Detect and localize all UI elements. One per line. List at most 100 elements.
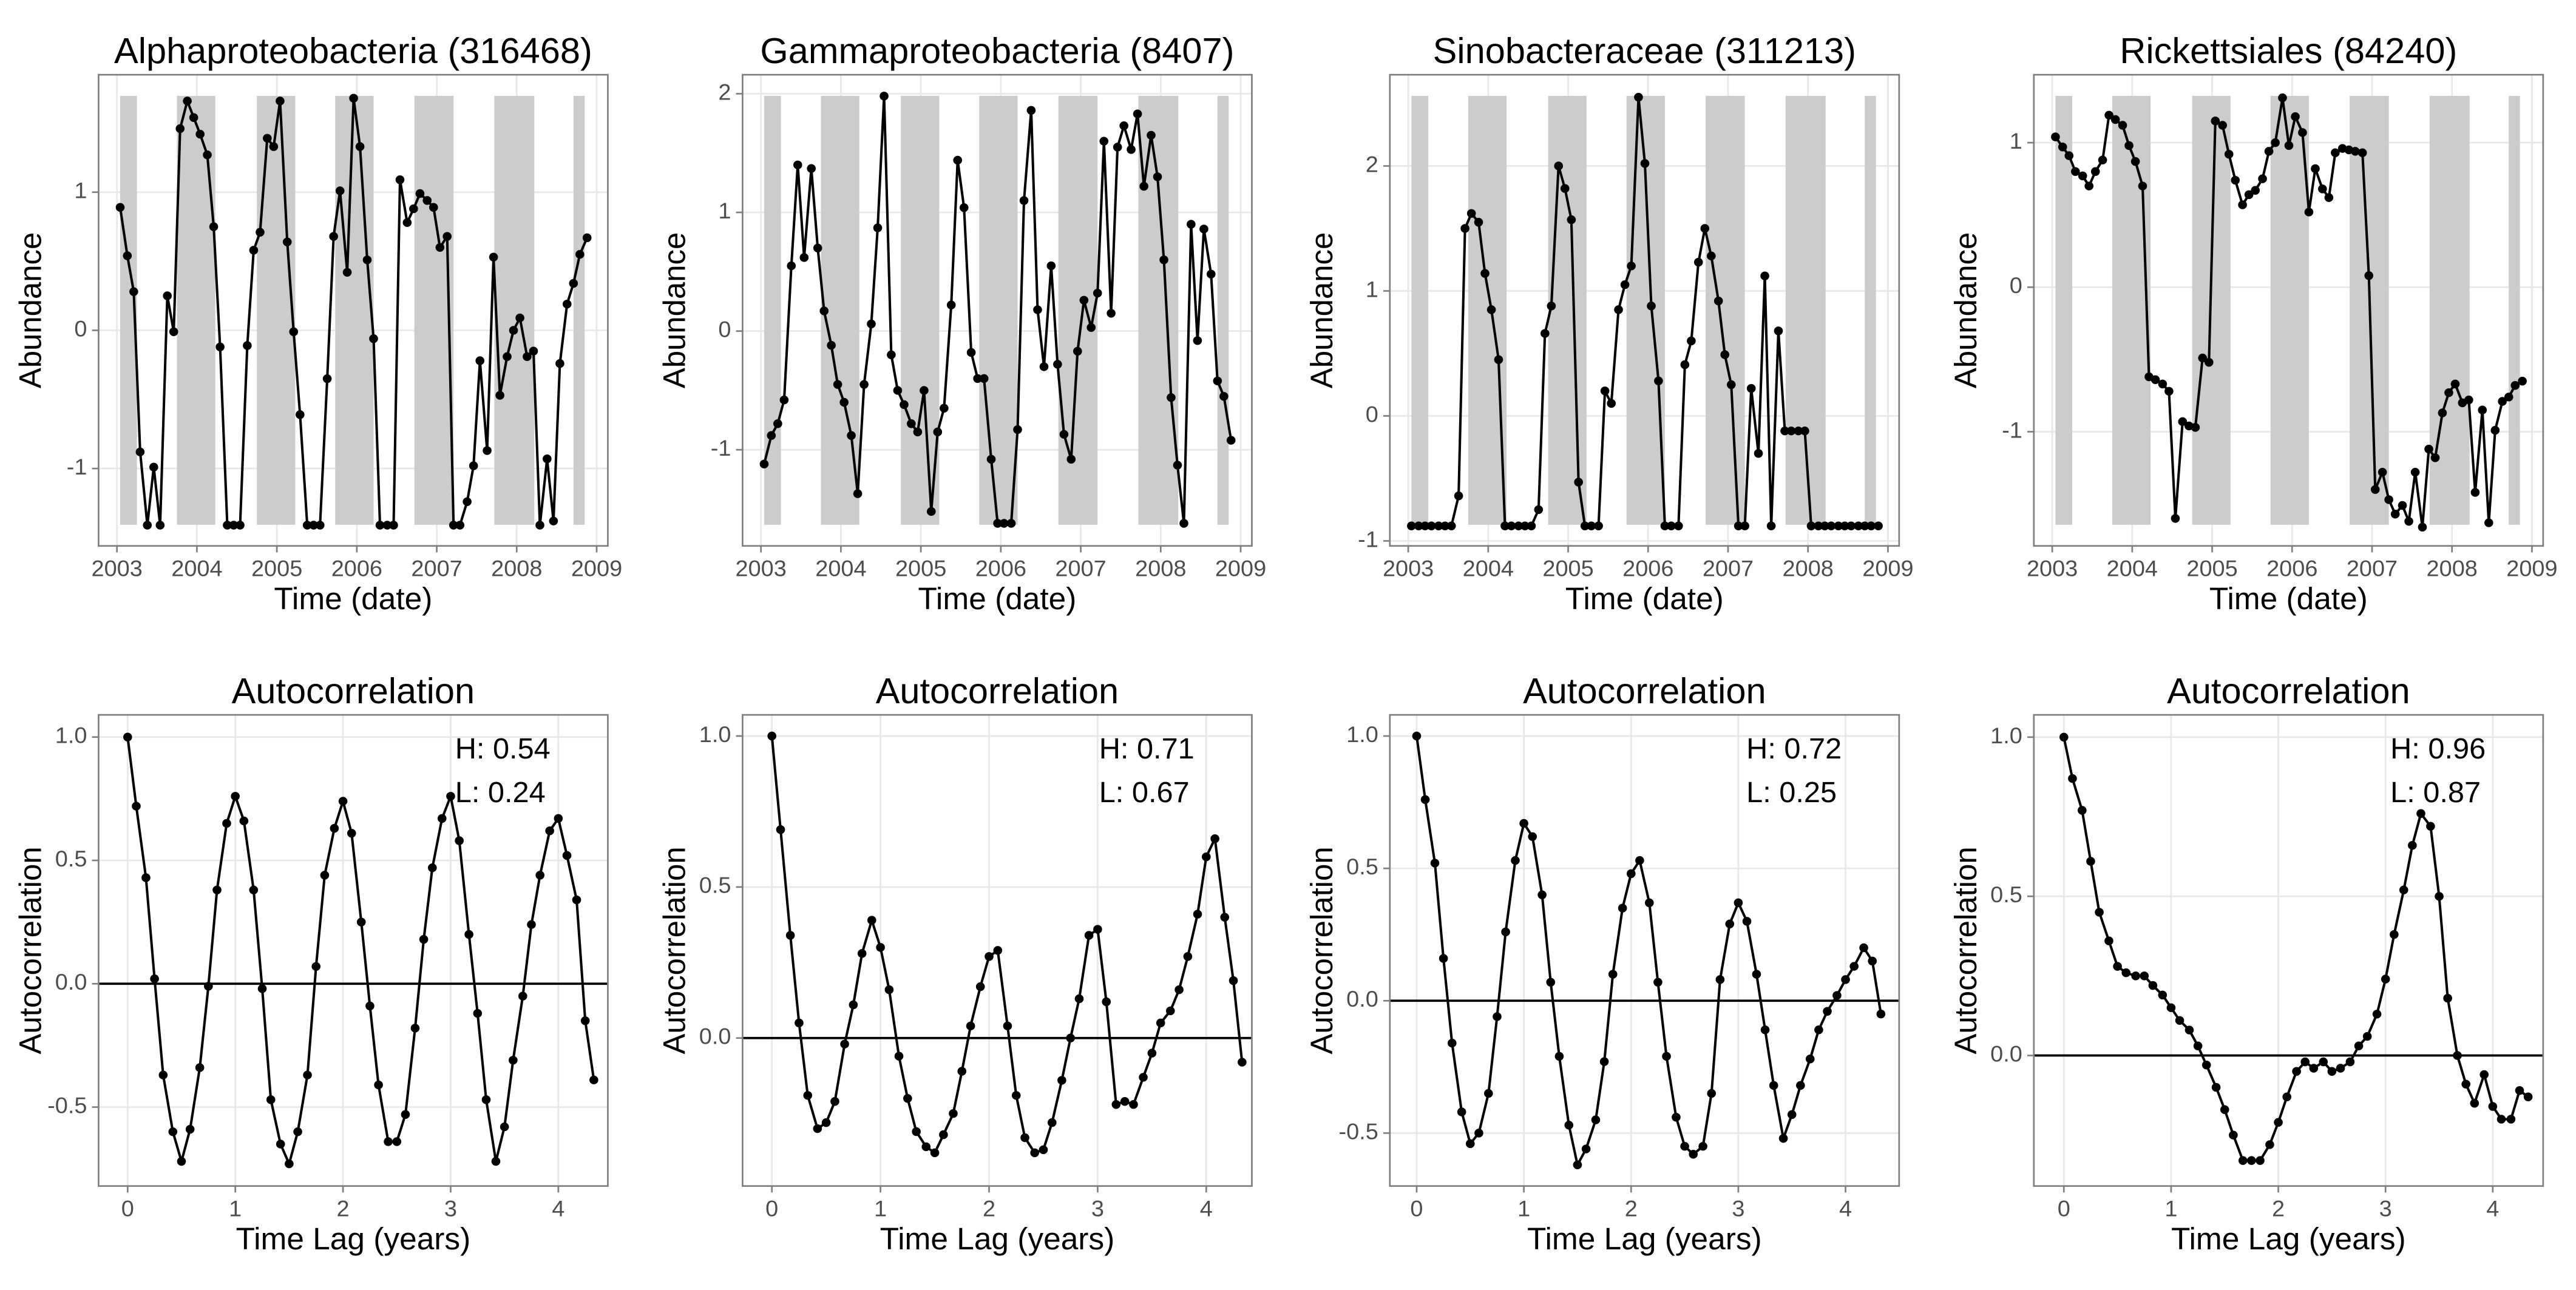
data-point — [2140, 971, 2149, 981]
annotation: L: 0.67 — [1099, 776, 1190, 809]
data-point — [973, 374, 982, 383]
plot-border — [2033, 73, 2544, 547]
x-axis-label: Time Lag (years) — [1527, 1221, 1762, 1256]
plot-border — [1389, 73, 1900, 547]
data-point — [575, 249, 585, 259]
data-point — [464, 930, 473, 939]
data-point — [2410, 467, 2420, 477]
x-tick-label: 2003 — [2027, 556, 2078, 581]
data-point — [1698, 1141, 1707, 1151]
x-tick-label: 4 — [1839, 1196, 1852, 1221]
x-tick-label: 2008 — [1135, 556, 1186, 581]
x-tick-label: 2008 — [2427, 556, 2478, 581]
data-point — [2319, 1057, 2328, 1067]
data-point — [903, 1094, 912, 1103]
data-point — [1213, 376, 1222, 386]
data-point — [2110, 115, 2120, 124]
data-point — [2164, 387, 2174, 396]
x-tick-label: 2 — [1625, 1196, 1638, 1221]
data-point — [2390, 510, 2400, 519]
data-point — [1102, 997, 1111, 1007]
x-tick-label: 4 — [2486, 1196, 2499, 1221]
data-point — [799, 253, 809, 262]
data-point — [2399, 885, 2408, 894]
data-point — [1734, 521, 1743, 530]
data-point — [807, 164, 816, 173]
data-point — [2251, 186, 2260, 195]
data-point — [1600, 387, 1610, 396]
data-point — [427, 863, 437, 873]
shaded-region — [2509, 95, 2520, 525]
data-point — [446, 792, 455, 801]
data-point — [2384, 495, 2393, 504]
data-point — [849, 1000, 858, 1010]
x-tick-label: 2009 — [1215, 556, 1266, 581]
data-point — [569, 279, 578, 288]
data-point — [2443, 993, 2452, 1003]
x-tick-label: 2004 — [2107, 556, 2158, 581]
data-point — [1528, 832, 1537, 842]
data-point — [2051, 132, 2060, 141]
data-point — [1474, 1129, 1483, 1138]
shaded-region — [1058, 95, 1098, 525]
data-point — [435, 243, 445, 252]
data-point — [329, 232, 338, 241]
data-point — [1193, 336, 1202, 345]
data-point — [2351, 147, 2360, 156]
data-point — [177, 1157, 186, 1166]
data-point — [926, 507, 936, 516]
data-point — [1047, 1118, 1057, 1127]
chart-title: Alphaproteobacteria (316468) — [114, 30, 592, 71]
data-point — [957, 1067, 967, 1076]
data-point — [847, 431, 856, 440]
data-point — [946, 300, 956, 309]
x-tick-label: 2003 — [92, 556, 143, 581]
data-point — [1426, 521, 1436, 530]
data-point — [2398, 501, 2407, 510]
x-tick-label: 0 — [2058, 1196, 2070, 1221]
data-point — [554, 814, 563, 823]
y-tick-label: 1.0 — [1346, 721, 1378, 747]
data-point — [1003, 1021, 1012, 1031]
data-point — [2324, 193, 2334, 202]
data-point — [1493, 1012, 1502, 1021]
data-point — [143, 521, 152, 530]
data-point — [1778, 1133, 1788, 1143]
data-point — [543, 454, 552, 464]
data-point — [2304, 208, 2314, 217]
y-tick-label: 1 — [1366, 277, 1378, 302]
y-tick-label: 1 — [2010, 128, 2022, 154]
data-point — [2130, 157, 2140, 166]
y-axis-label: Abundance — [657, 232, 691, 388]
data-point — [509, 1056, 518, 1065]
data-point — [1139, 181, 1148, 191]
data-point — [2224, 149, 2234, 159]
data-point — [853, 489, 863, 498]
data-point — [1580, 521, 1590, 530]
data-point — [2282, 1092, 2291, 1101]
data-point — [2185, 1025, 2194, 1035]
annotation: L: 0.87 — [2390, 776, 2481, 809]
data-point — [1849, 962, 1859, 971]
y-axis-label: Abundance — [1948, 232, 1983, 388]
data-point — [1800, 426, 1809, 436]
data-point — [123, 732, 132, 741]
shaded-region — [1217, 95, 1229, 525]
data-point — [2244, 190, 2254, 200]
data-point — [549, 516, 558, 525]
x-tick-label: 2 — [2272, 1196, 2285, 1221]
data-point — [1599, 1057, 1609, 1066]
data-point — [2256, 1156, 2265, 1165]
data-point — [293, 1127, 302, 1136]
data-point — [2488, 1102, 2498, 1111]
data-point — [867, 319, 876, 329]
annotation: L: 0.25 — [1746, 776, 1837, 809]
data-point — [129, 287, 138, 296]
data-point — [993, 519, 1002, 528]
shaded-region — [2270, 95, 2309, 525]
data-point — [821, 1118, 831, 1127]
plot-border — [98, 73, 609, 547]
data-point — [1066, 1033, 1075, 1042]
x-tick-label: 3 — [1732, 1196, 1744, 1221]
data-point — [933, 427, 943, 437]
